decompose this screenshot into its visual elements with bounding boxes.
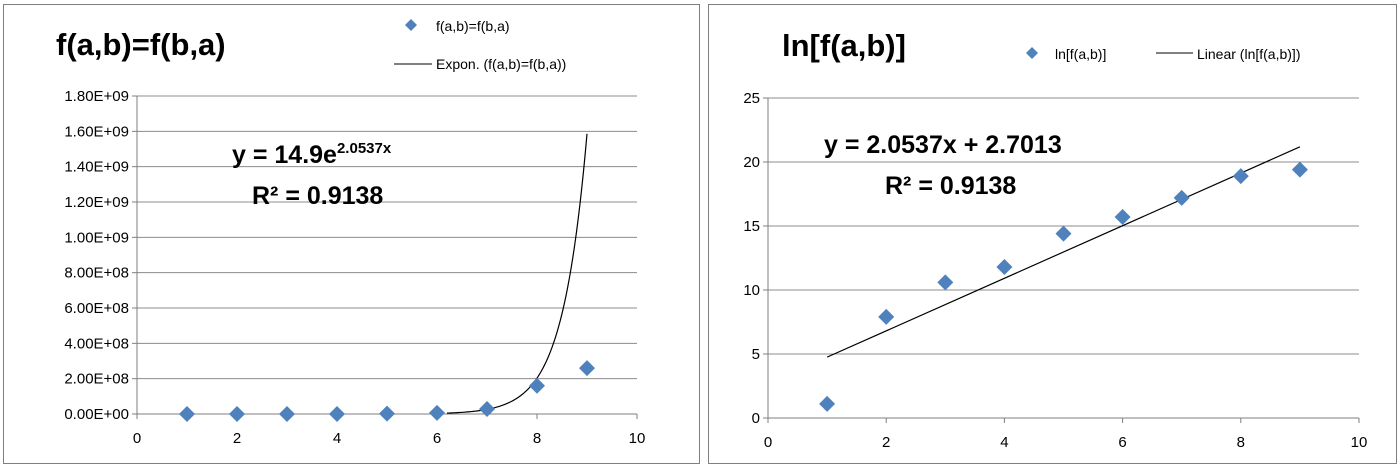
data-point-diamond <box>1173 189 1190 206</box>
legend: f(a,b)=f(b,a) Expon. (f(a,b)=f(b,a)) <box>394 18 566 72</box>
y-tick-label: 1.80E+09 <box>64 88 129 105</box>
chart-panel-exponential: 0.00E+00 2.00E+08 4.00E+08 6.00E+08 8.00E+08… <box>3 4 700 464</box>
tick-labels: 0 5 10 15 20 25 0 2 4 6 8 10 <box>743 90 1367 451</box>
data-point-diamond <box>878 308 895 325</box>
data-point-diamond <box>229 405 245 422</box>
data-point-diamond <box>179 406 195 422</box>
trendline-path <box>826 146 1301 358</box>
y-tick-label: 8.00E+08 <box>64 265 129 282</box>
data-point-diamond <box>429 404 445 421</box>
data-point-diamond <box>279 405 295 422</box>
data-point-diamond <box>1114 209 1131 226</box>
r-squared-label: R² = 0.9138 <box>252 182 383 210</box>
y-tick-label: 1.20E+09 <box>64 194 129 211</box>
data-point-diamond <box>329 405 345 422</box>
legend-label-trendline: Linear (ln[f(a,b)]) <box>1197 46 1300 62</box>
y-tick-label: 15 <box>743 218 760 235</box>
data-points <box>819 161 1308 412</box>
y-tick-label: 1.00E+09 <box>64 229 129 246</box>
y-tick-label: 25 <box>743 90 760 107</box>
x-tick-label: 10 <box>1351 434 1368 451</box>
x-tick-label: 0 <box>133 430 141 447</box>
y-tick-label: 0 <box>752 410 760 427</box>
data-point-diamond <box>529 377 545 394</box>
y-tick-label: 4.00E+08 <box>64 335 129 352</box>
x-tick-label: 6 <box>1118 434 1126 451</box>
data-points <box>179 360 595 422</box>
legend-label-trendline: Expon. (f(a,b)=f(b,a)) <box>436 56 566 72</box>
grid-lines <box>763 97 1360 423</box>
trendline-equation: y = 14.9e2.0537x <box>232 140 392 169</box>
trendline <box>446 133 588 414</box>
chart-title: ln[f(a,b)] <box>782 28 906 63</box>
x-tick-label: 8 <box>1237 434 1245 451</box>
data-point-diamond <box>579 360 595 377</box>
chart-title: f(a,b)=f(b,a) <box>56 27 226 62</box>
legend: ln[f(a,b)] Linear (ln[f(a,b)]) <box>1026 46 1300 62</box>
trendline <box>826 146 1301 358</box>
legend-label-series: f(a,b)=f(b,a) <box>436 18 510 34</box>
data-point-diamond <box>479 401 495 418</box>
x-tick-label: 10 <box>629 430 646 447</box>
x-tick-label: 2 <box>233 430 241 447</box>
legend-marker-diamond <box>405 19 417 31</box>
y-tick-label: 5 <box>752 346 760 363</box>
legend-label-series: ln[f(a,b)] <box>1055 46 1106 62</box>
data-point-diamond <box>819 395 836 412</box>
chart-exponential-svg: 0.00E+00 2.00E+08 4.00E+08 6.00E+08 8.00E+08… <box>56 18 645 447</box>
x-tick-label: 2 <box>882 434 890 451</box>
legend-marker-diamond <box>1026 47 1038 59</box>
x-tick-label: 0 <box>764 434 772 451</box>
y-tick-label: 1.60E+09 <box>64 123 129 140</box>
y-tick-label: 1.40E+09 <box>64 159 129 176</box>
data-point-diamond <box>1232 168 1249 185</box>
y-tick-label: 0.00E+00 <box>64 406 129 423</box>
x-tick-label: 4 <box>333 430 341 447</box>
y-tick-label: 2.00E+08 <box>64 371 129 388</box>
r-squared-label: R² = 0.9138 <box>885 172 1016 200</box>
data-point-diamond <box>996 258 1013 275</box>
data-point-diamond <box>1055 225 1072 242</box>
x-tick-label: 6 <box>433 430 441 447</box>
x-tick-label: 8 <box>533 430 541 447</box>
tick-labels: 0.00E+00 2.00E+08 4.00E+08 6.00E+08 8.00E+08… <box>64 88 645 447</box>
trendline-equation: y = 2.0537x + 2.7013 <box>824 131 1062 159</box>
y-tick-label: 20 <box>743 154 760 171</box>
data-point-diamond <box>379 405 395 422</box>
chart-panel-linear: 0 5 10 15 20 25 0 2 4 6 8 10 ln[f(a,b)] ln[f(a,b)] … <box>708 4 1397 464</box>
x-tick-label: 4 <box>1000 434 1008 451</box>
data-point-diamond <box>1291 161 1308 178</box>
data-point-diamond <box>937 274 954 291</box>
chart-linear-svg: 0 5 10 15 20 25 0 2 4 6 8 10 ln[f(a,b)] ln[f(a,b)] … <box>743 28 1367 451</box>
trendline-path <box>446 133 588 414</box>
y-tick-label: 10 <box>743 282 760 299</box>
y-tick-label: 6.00E+08 <box>64 300 129 317</box>
